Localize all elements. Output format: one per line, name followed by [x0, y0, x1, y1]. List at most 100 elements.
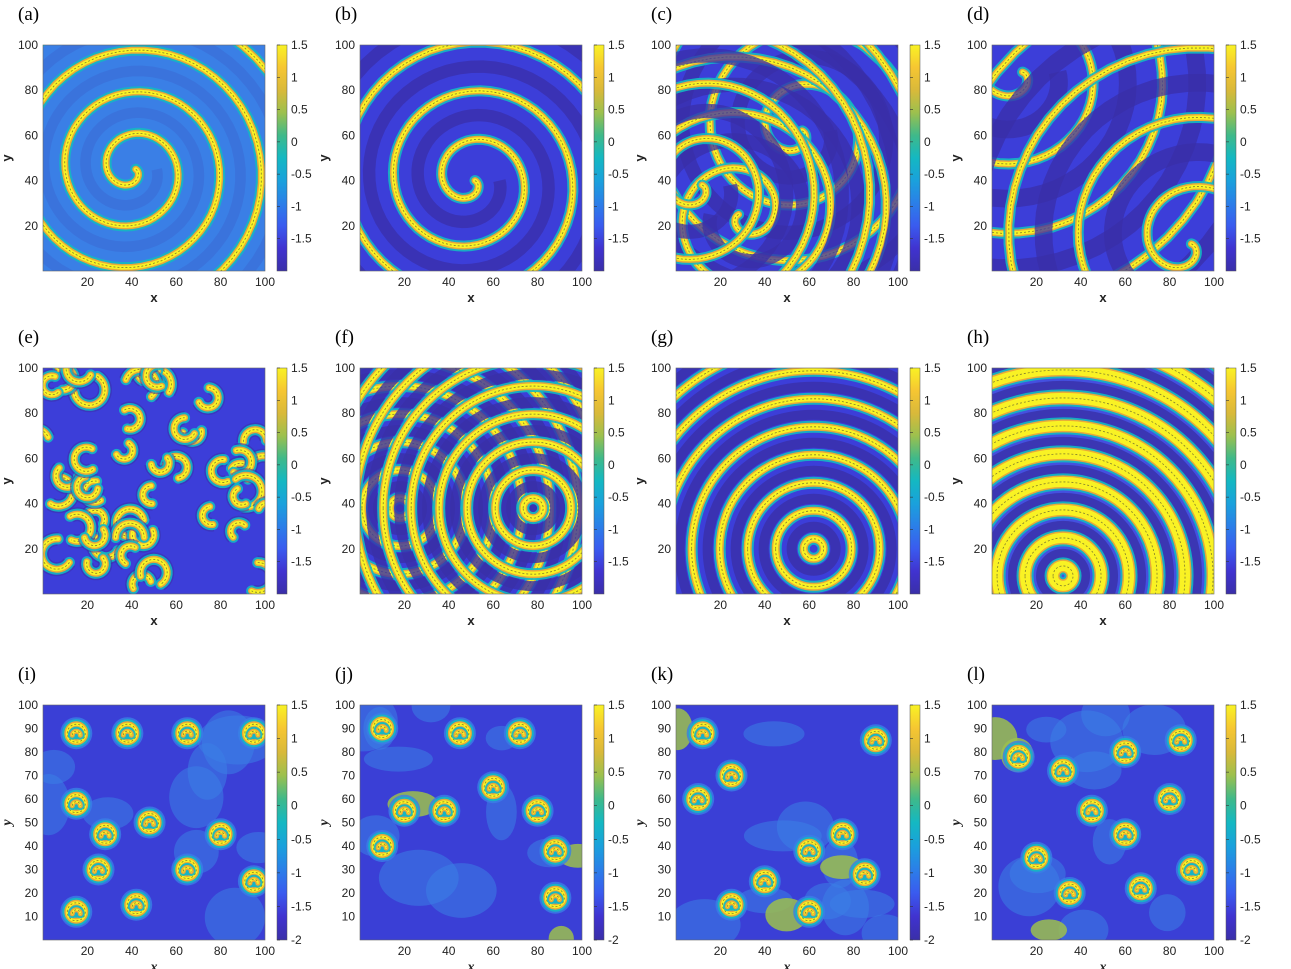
- y-tick-label: 60: [342, 128, 356, 142]
- wave-front: [114, 441, 135, 462]
- y-tick-label: 40: [974, 174, 988, 188]
- wave-contour: [1182, 860, 1202, 879]
- x-tick-label: 80: [531, 275, 545, 289]
- wave-contour: [515, 730, 525, 736]
- colorbar: 1.5 1 0.5 0 -0.5 -1 -1.5 -2: [276, 698, 312, 947]
- wave-contour: [1187, 867, 1197, 872]
- panel-label: (h): [967, 327, 989, 348]
- axes-frame: [991, 44, 1215, 272]
- colorbar-tick-label: 0: [291, 135, 298, 149]
- wave-contour: [115, 522, 145, 538]
- wave-contour: [1120, 749, 1130, 755]
- wave-contour: [688, 789, 708, 809]
- plot-area: [360, 705, 582, 940]
- wave-contour: [43, 538, 70, 570]
- x-tick-label: 60: [170, 598, 184, 612]
- panel-label: (f): [335, 327, 354, 348]
- y-tick-label: 50: [658, 816, 672, 830]
- x-tick-label: 60: [487, 598, 501, 612]
- y-tick-label: 70: [658, 769, 672, 783]
- colorbar-tick-label: -1.5: [608, 899, 629, 913]
- wave-contour: [372, 836, 392, 856]
- x-tick-label: 60: [1119, 944, 1133, 958]
- wave-contour: [76, 476, 99, 499]
- panel-label: (d): [967, 4, 989, 25]
- wave-contour: [693, 796, 703, 802]
- axes-frame: [675, 44, 899, 272]
- plot-area: [992, 45, 1214, 271]
- wave-front: [118, 543, 138, 566]
- y-tick-label: 80: [342, 83, 356, 97]
- y-tick-label: 30: [342, 863, 356, 877]
- wave-contour: [799, 841, 819, 861]
- x-axis-label: x: [150, 960, 158, 969]
- wave-contour: [838, 831, 847, 837]
- wave-contour: [243, 429, 265, 442]
- background-blob: [861, 914, 898, 940]
- colorbar-bar: [276, 367, 288, 595]
- colorbar-tick-label: 1.5: [608, 361, 625, 375]
- wave-contour: [698, 730, 708, 736]
- y-tick-label: 90: [974, 722, 988, 736]
- wave-contour: [550, 848, 560, 853]
- spiral-trough: [676, 45, 898, 271]
- x-tick-label: 40: [125, 598, 139, 612]
- x-tick-label: 40: [758, 944, 772, 958]
- colorbar-tick-label: 1.5: [1240, 698, 1257, 712]
- x-tick-label: 20: [398, 944, 412, 958]
- colorbar: 1.5 1 0.5 0 -0.5 -1 -1.5: [909, 361, 945, 595]
- colorbar-tick-label: -0.5: [924, 167, 945, 181]
- wave-contour: [775, 510, 853, 588]
- x-tick-label: 20: [81, 944, 95, 958]
- spiral-trough: [992, 45, 1214, 271]
- wave-contour: [126, 895, 146, 915]
- y-tick-label: 70: [25, 769, 39, 783]
- colorbar-bar: [1225, 367, 1237, 595]
- y-tick-label: 100: [335, 38, 355, 52]
- colorbar-tick-label: 1.5: [291, 38, 308, 52]
- plot-area: [992, 368, 1214, 594]
- x-tick-label: 60: [803, 275, 817, 289]
- colorbar-bar: [276, 704, 288, 941]
- colorbar-tick-label: 0.5: [1240, 103, 1257, 117]
- wave-contour: [173, 417, 195, 440]
- y-tick-label: 20: [658, 886, 672, 900]
- y-tick-label: 40: [25, 174, 39, 188]
- y-axis-label: y: [948, 477, 963, 485]
- panel-e: (e) 20 40 60 80 100 20 40 60 80 100 x y 1.5 1 0.5 0 -0.5 -…: [0, 327, 312, 628]
- wave-contour: [230, 522, 246, 538]
- colorbar-tick-label: 0.5: [608, 103, 625, 117]
- wave-contour: [760, 878, 770, 884]
- colorbar: 1.5 1 0.5 0 -0.5 -1 -1.5: [593, 38, 629, 272]
- y-tick-label: 30: [25, 863, 39, 877]
- y-tick-label: 20: [974, 886, 988, 900]
- colorbar-tick-label: 0: [291, 458, 298, 472]
- spiral-trough: [43, 45, 265, 271]
- wave-contour: [676, 398, 898, 491]
- y-tick-label: 70: [342, 769, 356, 783]
- target-trough: [786, 521, 841, 576]
- y-axis-label: y: [632, 154, 647, 162]
- background-blob: [187, 743, 228, 800]
- x-tick-label: 100: [1204, 275, 1224, 289]
- plot-area: [43, 45, 265, 271]
- colorbar: 1.5 1 0.5 0 -0.5 -1 -1.5 -2: [909, 698, 945, 947]
- x-tick-label: 40: [1074, 275, 1088, 289]
- x-tick-label: 80: [1163, 598, 1177, 612]
- wave-contour: [755, 871, 775, 891]
- panel-h: (h) 20 40 60 80 100 20 40 60 80 100 x y 1.5 1 0.5 0 -0.5 -…: [948, 327, 1261, 628]
- colorbar: 1.5 1 0.5 0 -0.5 -1 -1.5: [1225, 361, 1261, 595]
- target-trough: [1036, 548, 1091, 594]
- wave-contour: [71, 730, 81, 736]
- colorbar-tick-label: 1: [291, 732, 298, 746]
- wave-contour: [871, 737, 881, 743]
- colorbar-tick-label: -2: [1240, 933, 1251, 947]
- wave-front: [992, 477, 1163, 594]
- y-tick-label: 20: [658, 542, 672, 556]
- plot-area: [360, 368, 582, 594]
- x-tick-label: 40: [125, 275, 139, 289]
- y-tick-label: 40: [342, 174, 356, 188]
- colorbar-tick-label: 1: [924, 70, 931, 84]
- wave-contour: [122, 730, 132, 736]
- background-blob: [743, 721, 805, 747]
